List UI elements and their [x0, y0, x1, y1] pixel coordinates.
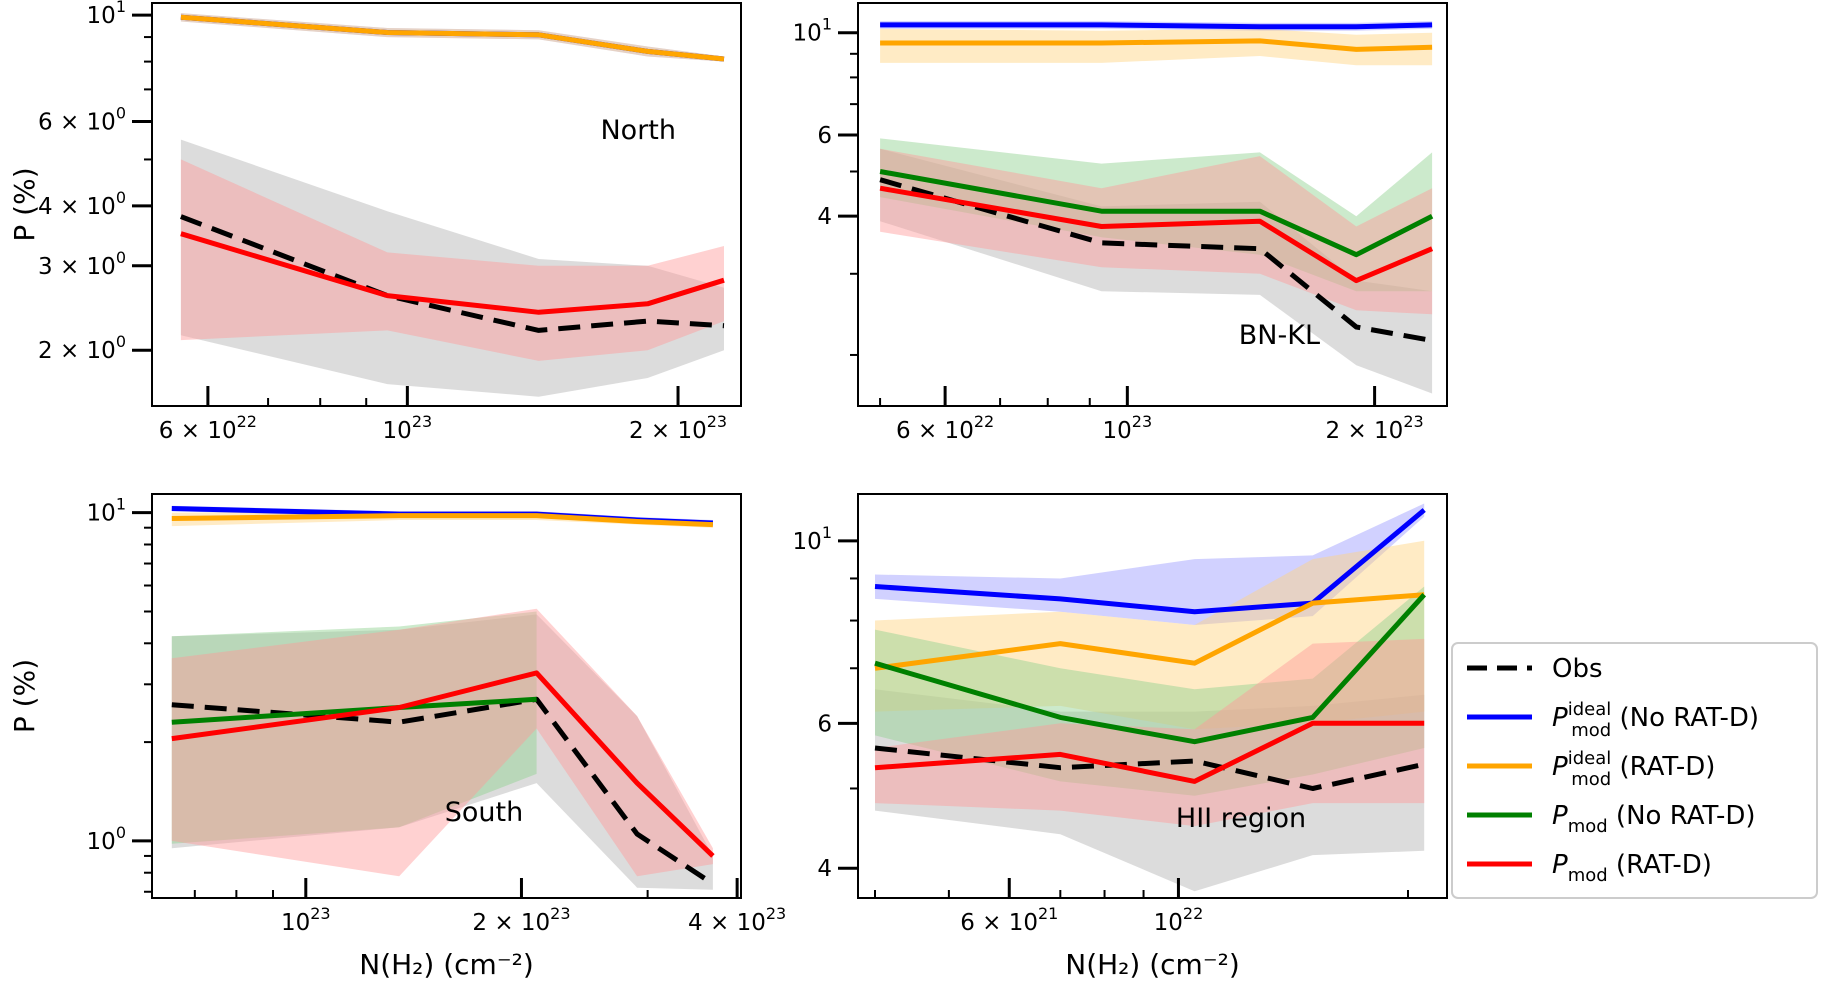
legend-box — [1451, 642, 1818, 899]
legend-label-obs: Obs — [1552, 654, 1603, 684]
line-ideal_no_ratd — [880, 22, 1433, 30]
x-axis-title: N(H₂) (cm⁻²) — [359, 948, 534, 981]
line-mod_ratd — [874, 720, 1425, 784]
line-ideal_ratd — [880, 38, 1433, 52]
band-ideal_ratd — [875, 540, 1425, 730]
y-tick-label: 101 — [793, 15, 832, 47]
y-tick-label: 100 — [87, 823, 126, 855]
legend-label-ideal_ratd: Pideal mod (RAT-D) — [1552, 748, 1715, 790]
line-obs — [180, 214, 725, 333]
panel-annotation: South — [445, 797, 523, 828]
y-tick-label: 101 — [87, 495, 126, 527]
line-mod_ratd — [180, 231, 725, 315]
legend-label-mod_ratd: Pmod (RAT-D) — [1552, 850, 1712, 886]
line-obs — [874, 745, 1425, 791]
panel-bottom-left: 1023 2 × 1023 4 × 1023 101 100 P (%) N(H₂) (cm… — [8, 493, 786, 981]
plot-area — [879, 21, 1434, 394]
y-tick-label: 101 — [87, 0, 126, 29]
line-ideal_ratd — [180, 14, 725, 62]
x-tick-label: 1023 — [281, 904, 331, 936]
y-tick-label: 4 — [817, 204, 832, 230]
axes-frame — [151, 493, 742, 899]
band-mod_no_ratd — [171, 611, 537, 844]
band-mod_ratd — [171, 608, 713, 877]
band-ideal_ratd — [880, 28, 1433, 66]
line-mod_no_ratd — [874, 593, 1427, 745]
band-obs — [180, 139, 724, 397]
band-obs — [875, 689, 1425, 892]
axes-frame — [857, 493, 1448, 899]
legend: Obs Pideal mod (No RAT-D) Pideal mod (RAT-D)… — [1451, 642, 1818, 899]
line-ideal_no_ratd — [874, 508, 1426, 615]
line-obs — [879, 177, 1433, 343]
band-mod_no_ratd — [875, 586, 1425, 796]
y-tick-label: 2 × 100 — [38, 332, 126, 364]
plot-area — [171, 505, 715, 890]
x-tick-label: 6 × 1022 — [159, 412, 257, 444]
plot-area — [180, 13, 725, 397]
line-mod_ratd — [879, 185, 1434, 284]
x-axis-title: N(H₂) (cm⁻²) — [1065, 948, 1240, 981]
y-tick-label: 4 × 100 — [38, 188, 126, 220]
y-tick-label: 4 — [817, 856, 832, 882]
axes-frame — [857, 2, 1448, 407]
band-ideal_ratd — [180, 13, 724, 62]
band-obs — [171, 614, 713, 890]
y-axis-title: P (%) — [8, 659, 41, 733]
band-mod_no_ratd — [880, 138, 1433, 292]
panel-annotation: HII region — [1176, 803, 1306, 834]
line-mod_ratd — [171, 670, 715, 858]
y-axis-title: P (%) — [8, 167, 41, 241]
panel-top-left: 6 × 1022 1023 2 × 1023 101 6 × 100 4 × 100 3 ×… — [8, 0, 742, 444]
panel-top-right: 6 × 1022 1023 2 × 1023 101 6 4 BN-KL — [793, 2, 1448, 444]
band-mod_ratd — [880, 148, 1433, 315]
line-ideal_ratd — [171, 513, 714, 528]
x-tick-label: 2 × 1023 — [1326, 412, 1424, 444]
y-tick-label: 6 — [817, 711, 832, 737]
panel-annotation: BN-KL — [1239, 320, 1320, 351]
plot-area — [874, 503, 1427, 892]
panel-annotation: North — [600, 115, 676, 146]
x-tick-label: 6 × 1021 — [960, 904, 1058, 936]
y-tick-label: 6 × 100 — [38, 103, 126, 135]
legend-label-ideal_no_ratd: Pideal mod (No RAT-D) — [1552, 699, 1759, 741]
x-tick-label: 6 × 1022 — [896, 412, 994, 444]
x-tick-label: 2 × 1023 — [472, 904, 570, 936]
y-tick-label: 3 × 100 — [38, 248, 126, 280]
line-ideal_ratd — [874, 592, 1425, 671]
x-tick-label: 1023 — [383, 412, 433, 444]
x-tick-label: 4 × 1023 — [688, 904, 786, 936]
y-tick-label: 6 — [817, 123, 832, 149]
y-tick-label: 101 — [793, 523, 832, 555]
x-tick-label: 2 × 1023 — [629, 412, 727, 444]
panel-bottom-right: 6 × 1021 1022 101 6 4 N(H₂) (cm⁻²) HII region — [793, 493, 1448, 981]
line-mod_no_ratd — [879, 169, 1434, 258]
x-tick-label: 1023 — [1103, 412, 1153, 444]
x-tick-label: 1022 — [1154, 904, 1204, 936]
legend-label-mod_no_ratd: Pmod (No RAT-D) — [1552, 801, 1756, 837]
